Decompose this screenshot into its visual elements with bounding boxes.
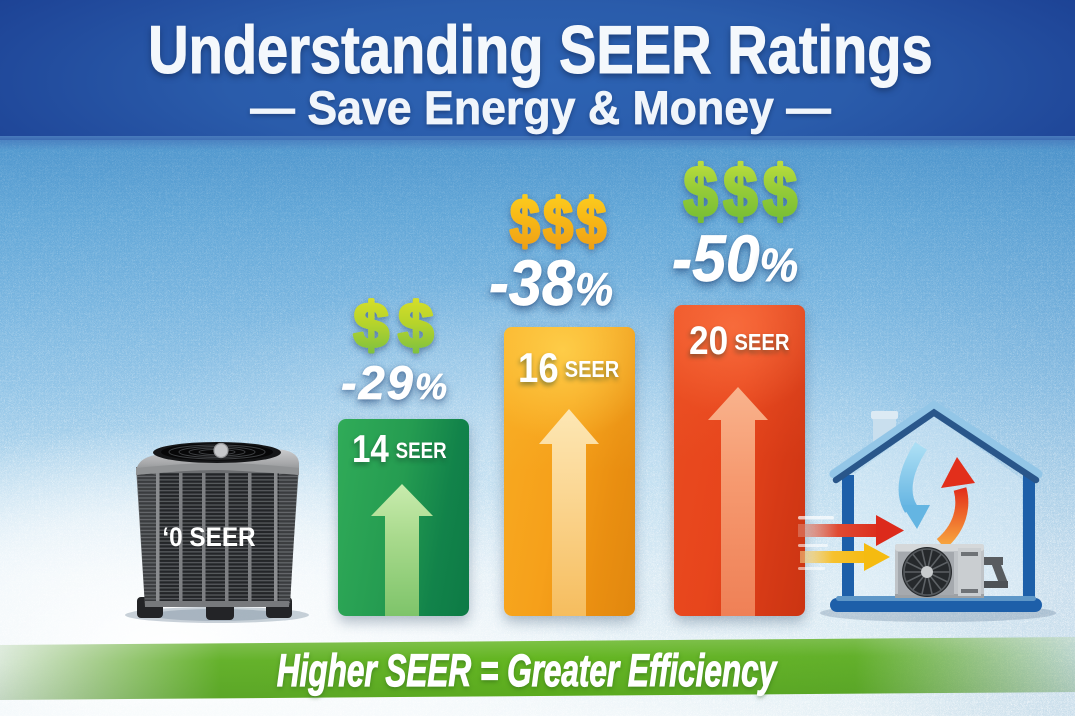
svg-text:$$$: $$$ bbox=[510, 185, 610, 258]
svg-text:$$$: $$$ bbox=[683, 152, 802, 232]
svg-text:$$: $$ bbox=[353, 289, 442, 361]
